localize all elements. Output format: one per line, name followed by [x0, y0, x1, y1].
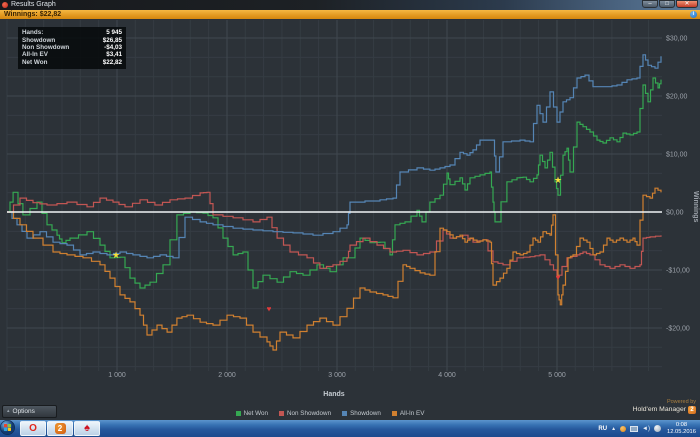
stats-label: Showdown	[22, 36, 56, 44]
options-label: Options	[12, 408, 35, 415]
legend-label: All-In EV	[399, 410, 425, 417]
y-tick-label: $0,00	[666, 210, 684, 217]
taskbar-clock[interactable]: 0:08 12.05.2016	[667, 422, 696, 436]
series-line-net-won	[7, 77, 662, 289]
stats-value: $22,82	[102, 58, 122, 66]
stats-row: Net Won $22,82	[22, 59, 122, 66]
legend-swatch-icon	[391, 411, 397, 416]
options-arrow-icon: ▴	[7, 408, 10, 414]
stats-label: All-In EV	[22, 51, 48, 59]
y-tick-label: $10,00	[666, 152, 688, 159]
maximize-icon: □	[665, 1, 669, 7]
x-tick-label: 2 000	[218, 372, 236, 379]
x-tick-label: 1 000	[108, 372, 126, 379]
taskbar-opera-button[interactable]: O	[20, 421, 46, 436]
tray-network-icon[interactable]	[630, 425, 639, 432]
y-axis-title: Winnings	[692, 191, 699, 223]
pokerstars-spade-icon: ♠	[84, 422, 90, 434]
stats-label: Non Showdown	[22, 43, 70, 51]
hm2-badge-icon: 2	[688, 405, 696, 414]
taskbar-hm2-button[interactable]: 2	[47, 421, 73, 436]
legend-swatch-icon	[235, 411, 241, 416]
system-tray: RU ▲ ◄) 0:08 12.05.2016	[598, 420, 700, 437]
clock-time: 0:08	[675, 421, 688, 428]
app-icon	[2, 2, 8, 8]
winnings-label: Winnings: $22,82	[4, 11, 62, 18]
stats-value: $26,85	[102, 36, 122, 44]
maximize-button[interactable]: □	[659, 0, 675, 8]
language-indicator[interactable]: RU	[598, 425, 608, 432]
title-bar[interactable]: Results Graph – □ ✕	[0, 0, 700, 10]
clock-date: 12.05.2016	[666, 428, 696, 435]
stats-label: Hands:	[22, 29, 44, 37]
heart-marker-icon: ♥	[267, 304, 272, 313]
y-tick-label: $30,00	[666, 36, 688, 43]
stats-row: All-In EV $3,41	[22, 51, 122, 58]
legend-item[interactable]: Non Showdown	[278, 410, 332, 417]
winnings-bar: Winnings: $22,82 i	[0, 10, 700, 19]
close-button[interactable]: ✕	[676, 0, 698, 8]
stats-value: -$4,03	[104, 43, 122, 51]
legend-swatch-icon	[278, 411, 284, 416]
series-line-all-in-ev	[7, 187, 662, 351]
minimize-button[interactable]: –	[642, 0, 658, 8]
stats-label: Net Won	[22, 58, 48, 66]
legend-swatch-icon	[342, 411, 348, 416]
legend-item[interactable]: Showdown	[342, 410, 381, 417]
tray-volume-icon[interactable]: ◄)	[642, 425, 650, 432]
legend-item[interactable]: Net Won	[235, 410, 268, 417]
caption-buttons: – □ ✕	[641, 0, 698, 8]
options-button[interactable]: ▴ Options	[2, 405, 57, 418]
powered-by-line1: Powered by	[666, 399, 696, 405]
heart-marker-icon: ♥	[556, 273, 561, 282]
legend-label: Non Showdown	[286, 410, 332, 417]
tray-misc-icon[interactable]	[653, 425, 661, 432]
legend-label: Net Won	[243, 410, 268, 417]
stats-value: $3,41	[106, 51, 122, 59]
opera-icon: O	[29, 422, 37, 434]
powered-by-line2: Hold'em Manager	[632, 406, 686, 413]
chart-region: 1 000 2 000 3 000 4 000 5 000 $30,00 $20,00 $10…	[0, 19, 700, 420]
windows-orb-icon	[0, 420, 15, 435]
series-line-non-showdown	[7, 191, 662, 276]
x-tick-label: 4 000	[438, 372, 456, 379]
powered-by: Powered by Hold'em Manager 2	[633, 399, 696, 414]
stats-panel: Hands: 5 945 Showdown $26,85 Non Showdown -$4…	[18, 27, 126, 69]
stats-row: Hands: 5 945	[22, 29, 122, 36]
window-title: Results Graph	[11, 1, 56, 8]
tray-hm-icon[interactable]	[620, 425, 627, 432]
star-marker-icon: ★	[112, 250, 120, 260]
tray-expand-icon[interactable]: ▲	[611, 425, 617, 432]
holdem-manager-icon: 2	[54, 423, 66, 434]
stats-row: Non Showdown -$4,03	[22, 44, 122, 51]
star-marker-icon: ★	[554, 175, 562, 185]
stats-row: Showdown $26,85	[22, 36, 122, 44]
y-tick-label: -$20,00	[666, 326, 690, 333]
chart-legend: Net Won Non Showdown Showdown All-In EV	[0, 410, 660, 417]
legend-label: Showdown	[350, 410, 381, 417]
start-button[interactable]	[0, 420, 18, 436]
x-axis-title: Hands	[323, 391, 345, 398]
legend-item[interactable]: All-In EV	[391, 410, 425, 417]
taskbar-pokerstars-button[interactable]: ♠	[74, 421, 100, 436]
y-tick-label: $20,00	[666, 94, 688, 101]
close-icon: ✕	[684, 1, 690, 7]
x-tick-label: 3 000	[328, 372, 346, 379]
taskbar: O 2 ♠ RU ▲ ◄) 0:08 12.05.2016	[0, 420, 700, 437]
info-icon[interactable]: i	[690, 11, 697, 18]
minimize-icon: –	[648, 1, 652, 7]
series-line-showdown	[7, 54, 662, 259]
x-tick-label: 5 000	[548, 372, 566, 379]
y-tick-label: -$10,00	[666, 268, 690, 275]
results-chart: 1 000 2 000 3 000 4 000 5 000 $30,00 $20,00 $10…	[6, 20, 699, 398]
stats-value: 5 945	[106, 29, 122, 37]
